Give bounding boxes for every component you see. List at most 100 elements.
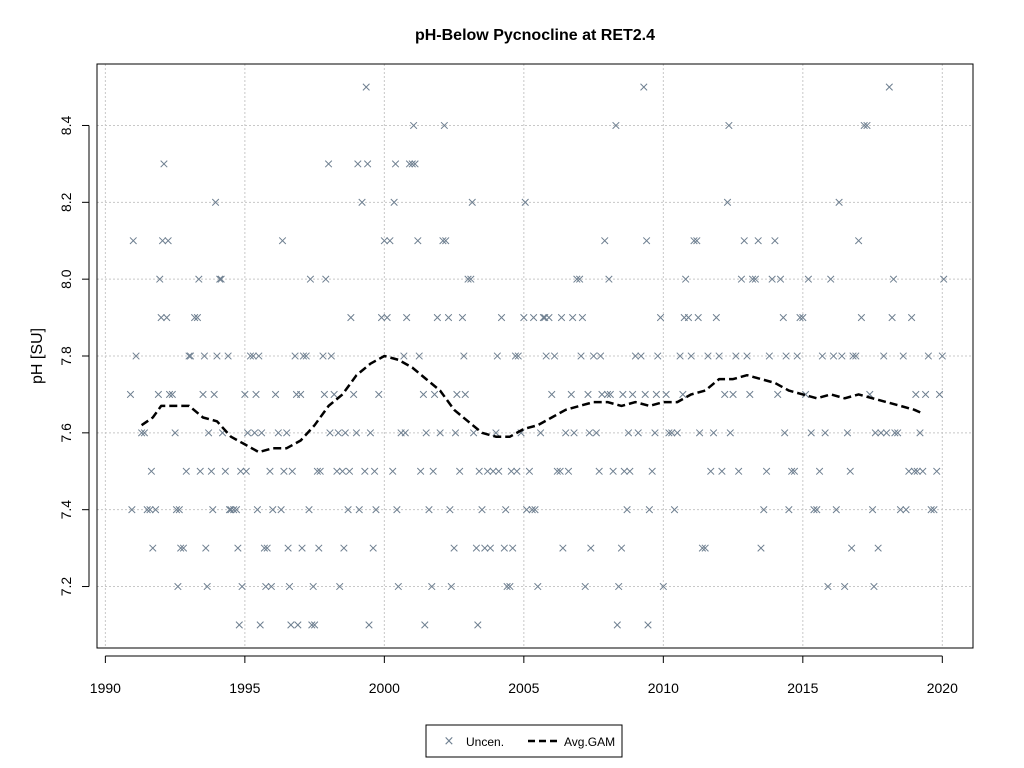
data-point bbox=[670, 506, 679, 514]
data-point bbox=[827, 275, 835, 283]
data-point bbox=[648, 467, 656, 475]
data-point bbox=[513, 467, 521, 475]
data-point bbox=[283, 429, 291, 437]
data-point bbox=[723, 198, 732, 206]
data-point bbox=[684, 313, 693, 322]
data-point bbox=[852, 352, 860, 360]
data-point bbox=[776, 275, 785, 283]
data-point bbox=[545, 313, 553, 322]
data-point bbox=[363, 160, 372, 168]
data-point bbox=[704, 352, 712, 360]
data-point bbox=[238, 582, 246, 591]
data-point bbox=[659, 582, 667, 591]
data-point bbox=[478, 506, 486, 514]
data-point bbox=[818, 352, 827, 360]
data-point bbox=[447, 582, 455, 591]
chart-title: pH-Below Pycnocline at RET2.4 bbox=[415, 27, 655, 44]
data-point bbox=[919, 467, 927, 475]
x-tick-label: 2015 bbox=[787, 680, 818, 696]
data-point bbox=[216, 275, 224, 283]
data-point bbox=[269, 506, 277, 514]
data-point bbox=[429, 467, 437, 475]
data-point bbox=[193, 313, 202, 322]
data-point bbox=[416, 467, 425, 475]
data-point bbox=[137, 429, 146, 437]
data-point bbox=[522, 506, 531, 514]
data-point bbox=[237, 467, 245, 475]
data-point bbox=[370, 467, 379, 475]
data-point bbox=[403, 313, 411, 322]
data-point bbox=[564, 467, 573, 475]
data-point bbox=[450, 544, 458, 552]
data-point bbox=[185, 352, 193, 360]
data-point bbox=[157, 313, 165, 322]
plot-frame bbox=[96, 63, 974, 649]
data-point bbox=[354, 160, 362, 168]
data-point bbox=[788, 467, 796, 475]
data-point bbox=[553, 467, 561, 475]
data-point bbox=[235, 621, 243, 629]
data-point bbox=[654, 352, 662, 360]
data-point bbox=[200, 352, 209, 360]
data-point bbox=[340, 544, 348, 552]
data-point bbox=[854, 237, 863, 245]
data-point bbox=[910, 467, 919, 475]
legend-label-uncen: Uncen. bbox=[466, 735, 504, 749]
data-point bbox=[626, 467, 634, 475]
x-tick-label: 2005 bbox=[508, 680, 539, 696]
data-point bbox=[645, 506, 654, 514]
data-point bbox=[156, 275, 164, 283]
data-point bbox=[475, 467, 483, 475]
data-point bbox=[278, 237, 287, 245]
data-point bbox=[771, 237, 779, 245]
data-point bbox=[570, 429, 578, 437]
data-point bbox=[345, 467, 354, 475]
data-point bbox=[585, 429, 594, 437]
data-point bbox=[870, 582, 878, 591]
data-point bbox=[709, 429, 718, 437]
data-point bbox=[472, 544, 481, 552]
data-point bbox=[924, 352, 933, 360]
data-point bbox=[868, 506, 877, 514]
data-point bbox=[695, 429, 704, 437]
data-point bbox=[606, 390, 614, 399]
data-point bbox=[495, 467, 503, 475]
data-point bbox=[232, 506, 241, 514]
data-point bbox=[391, 160, 400, 168]
legend: × Uncen. Avg.GAM bbox=[425, 724, 623, 758]
data-point bbox=[559, 544, 567, 552]
data-point bbox=[634, 429, 642, 437]
data-point bbox=[503, 582, 511, 591]
data-point bbox=[298, 544, 306, 552]
data-point bbox=[913, 467, 921, 475]
data-point bbox=[748, 275, 757, 283]
data-point bbox=[500, 544, 508, 552]
data-point bbox=[584, 390, 592, 399]
data-point bbox=[316, 467, 324, 475]
x-tick-label: 2010 bbox=[648, 680, 679, 696]
data-point bbox=[263, 544, 271, 552]
data-point bbox=[746, 390, 754, 399]
x-tick-label: 1990 bbox=[90, 680, 121, 696]
data-point bbox=[502, 506, 510, 514]
data-point bbox=[619, 390, 627, 399]
data-point bbox=[651, 429, 659, 437]
data-point bbox=[486, 544, 495, 552]
data-point bbox=[539, 313, 548, 322]
data-point bbox=[288, 467, 296, 475]
y-tick-label: 7.6 bbox=[58, 423, 74, 443]
y-tick-label: 8.4 bbox=[58, 116, 74, 136]
data-point bbox=[810, 506, 818, 514]
data-point bbox=[302, 352, 310, 360]
data-point bbox=[765, 352, 773, 360]
data-point bbox=[210, 390, 218, 399]
data-point bbox=[751, 275, 760, 283]
data-point bbox=[838, 352, 846, 360]
data-point bbox=[874, 544, 882, 552]
data-point bbox=[190, 313, 199, 322]
data-point bbox=[835, 198, 843, 206]
data-point bbox=[267, 582, 276, 591]
data-point bbox=[425, 506, 433, 514]
data-point bbox=[740, 237, 748, 245]
data-point bbox=[595, 467, 603, 475]
